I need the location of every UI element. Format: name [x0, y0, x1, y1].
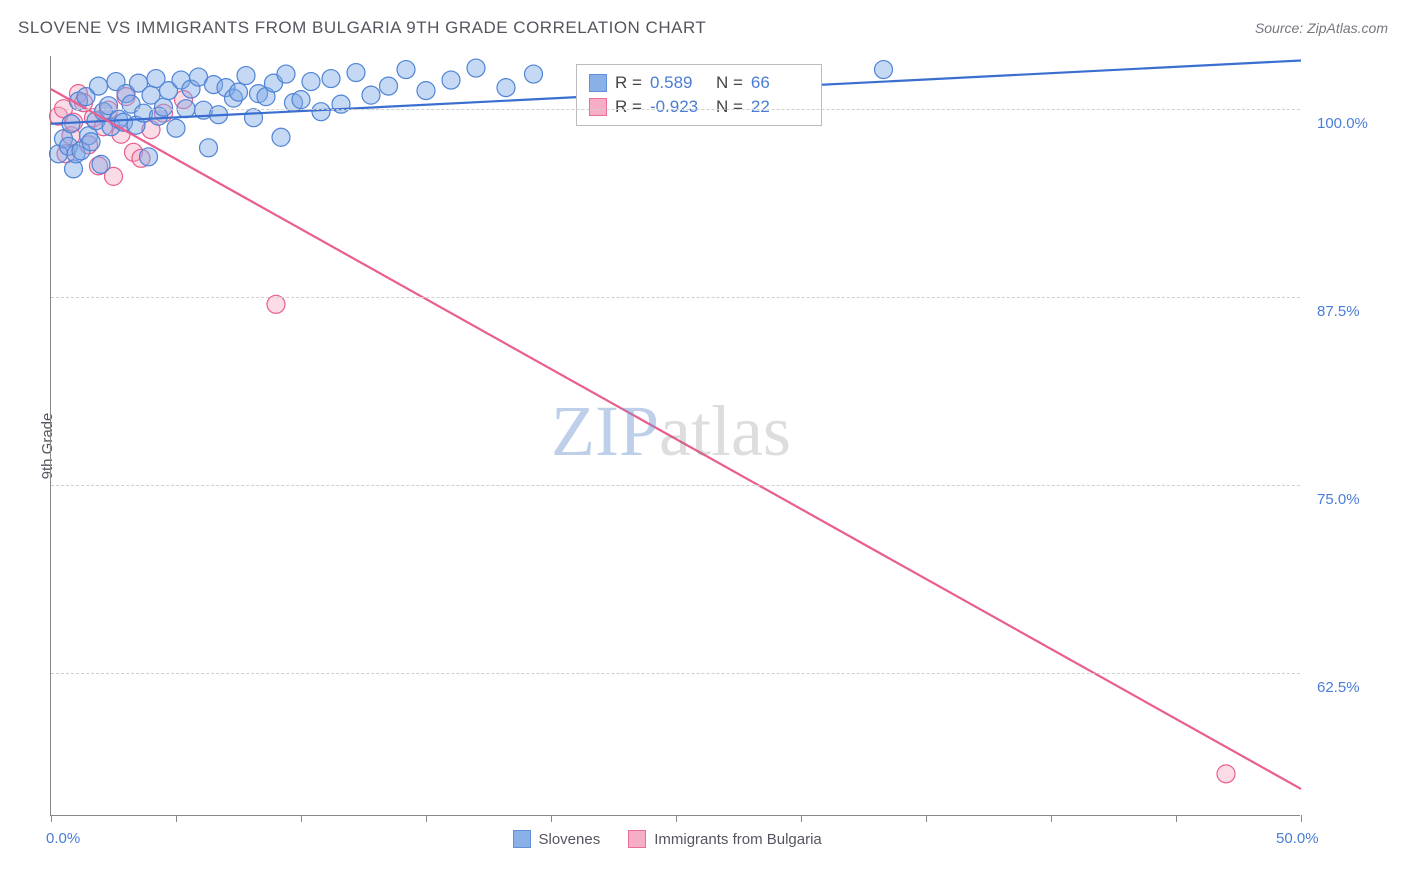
- y-tick-label: 87.5%: [1317, 303, 1360, 320]
- blue-point: [200, 139, 218, 157]
- blue-point: [90, 77, 108, 95]
- x-tick: [426, 815, 427, 822]
- blue-point: [230, 83, 248, 101]
- legend-label: Slovenes: [539, 831, 601, 848]
- legend-swatch-pink: [628, 830, 646, 848]
- y-tick-label: 100.0%: [1317, 115, 1368, 132]
- blue-point: [417, 82, 435, 100]
- blue-point: [397, 61, 415, 79]
- pink-trendline: [51, 89, 1301, 789]
- blue-point: [312, 103, 330, 121]
- blue-point: [245, 109, 263, 127]
- blue-point: [875, 61, 893, 79]
- blue-point: [497, 79, 515, 97]
- blue-point: [140, 148, 158, 166]
- chart-source: Source: ZipAtlas.com: [1255, 20, 1388, 36]
- x-tick: [801, 815, 802, 822]
- correlation-stats-box: R = 0.589 N = 66 R = -0.923 N = 22: [576, 64, 822, 126]
- blue-point: [467, 59, 485, 77]
- y-gridline: [51, 673, 1300, 674]
- x-tick: [301, 815, 302, 822]
- y-tick-label: 75.0%: [1317, 491, 1360, 508]
- chart-header: SLOVENE VS IMMIGRANTS FROM BULGARIA 9TH …: [18, 18, 1388, 38]
- blue-point: [92, 155, 110, 173]
- blue-point: [237, 67, 255, 85]
- x-axis-min-label: 0.0%: [46, 830, 80, 847]
- legend-item-pink: Immigrants from Bulgaria: [628, 830, 822, 848]
- x-tick: [676, 815, 677, 822]
- stats-r-value: 0.589: [650, 73, 708, 93]
- stats-row-pink: R = -0.923 N = 22: [589, 95, 809, 119]
- blue-point: [292, 91, 310, 109]
- x-axis-max-label: 50.0%: [1276, 830, 1319, 847]
- stats-r-label: R =: [615, 73, 642, 93]
- blue-point: [322, 70, 340, 88]
- x-tick: [551, 815, 552, 822]
- stats-row-blue: R = 0.589 N = 66: [589, 71, 809, 95]
- blue-point: [380, 77, 398, 95]
- legend-swatch-blue: [513, 830, 531, 848]
- stats-n-label: N =: [716, 73, 743, 93]
- stats-r-label: R =: [615, 97, 642, 117]
- chart-plot-area: ZIPatlas R =0.589N =66R =-0.923N =22 62.…: [50, 56, 1300, 816]
- blue-point: [347, 64, 365, 82]
- blue-point: [272, 128, 290, 146]
- stats-n-label: N =: [716, 97, 743, 117]
- x-tick: [176, 815, 177, 822]
- blue-point: [277, 65, 295, 83]
- stats-n-value: 22: [751, 97, 809, 117]
- blue-point: [155, 98, 173, 116]
- stats-r-value: -0.923: [650, 97, 708, 117]
- y-tick-label: 62.5%: [1317, 679, 1360, 696]
- stats-swatch-pink: [589, 98, 607, 116]
- blue-point: [302, 73, 320, 91]
- blue-point: [167, 119, 185, 137]
- stats-swatch-blue: [589, 74, 607, 92]
- blue-point: [362, 86, 380, 104]
- x-tick: [51, 815, 52, 822]
- y-gridline: [51, 485, 1300, 486]
- blue-point: [442, 71, 460, 89]
- pink-point: [1217, 765, 1235, 783]
- legend-label: Immigrants from Bulgaria: [654, 831, 822, 848]
- y-gridline: [51, 297, 1300, 298]
- pink-point: [267, 295, 285, 313]
- legend-bottom: Slovenes Immigrants from Bulgaria: [513, 830, 822, 848]
- y-gridline: [51, 109, 1300, 110]
- x-tick: [926, 815, 927, 822]
- blue-point: [82, 133, 100, 151]
- x-tick: [1176, 815, 1177, 822]
- x-tick: [1301, 815, 1302, 822]
- x-tick: [1051, 815, 1052, 822]
- blue-point: [525, 65, 543, 83]
- chart-svg: [51, 56, 1301, 816]
- legend-item-blue: Slovenes: [513, 830, 601, 848]
- stats-n-value: 66: [751, 73, 809, 93]
- chart-title: SLOVENE VS IMMIGRANTS FROM BULGARIA 9TH …: [18, 18, 706, 38]
